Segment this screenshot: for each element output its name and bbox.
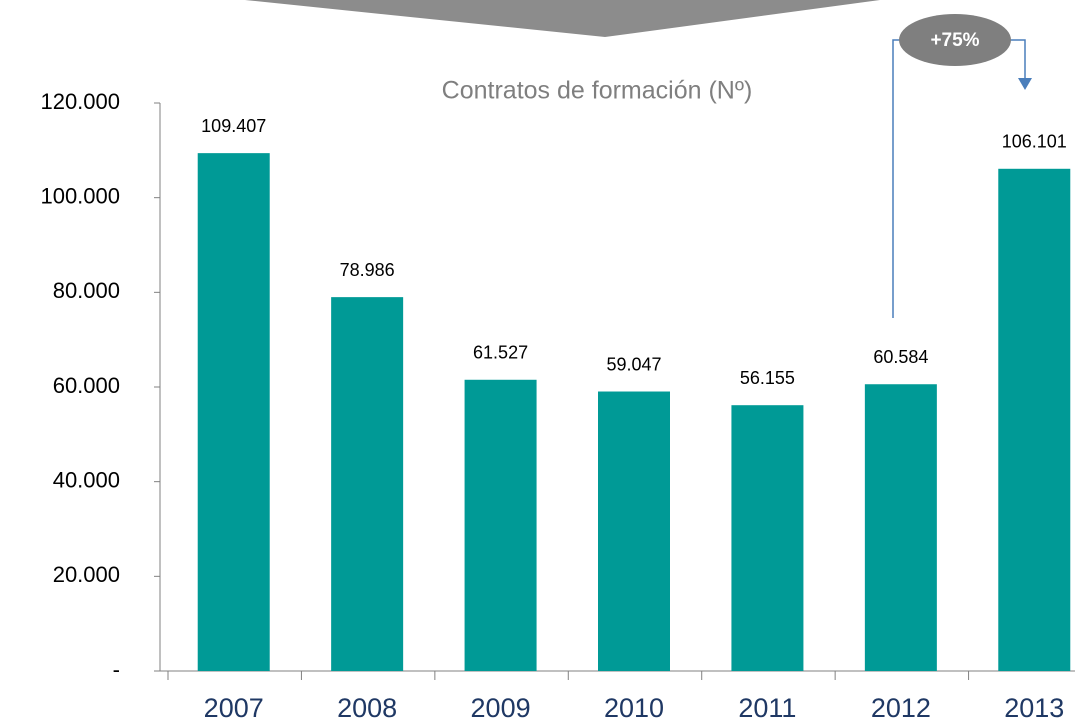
growth-badge (899, 14, 1011, 66)
x-tick-label: 2009 (471, 693, 531, 723)
x-tick-label: 2011 (738, 693, 796, 723)
arrow-head (1018, 78, 1032, 90)
data-label: 78.986 (340, 260, 395, 280)
x-tick-label: 2008 (337, 693, 397, 723)
bar (864, 384, 937, 671)
data-label: 106.101 (1002, 132, 1067, 152)
bar (998, 168, 1071, 671)
data-label: 109.407 (201, 116, 266, 136)
header-chevron (245, 0, 880, 37)
bar (197, 153, 270, 671)
chart-title: Contratos de formación (Nº) (442, 77, 753, 105)
y-tick-label: 80.000 (53, 278, 120, 303)
x-tick-label: 2012 (871, 693, 931, 723)
x-tick-label: 2010 (604, 693, 664, 723)
data-label: 56.155 (740, 368, 795, 388)
data-label: 60.584 (873, 347, 928, 367)
bar (464, 379, 537, 671)
y-tick-label: 20.000 (53, 562, 120, 587)
data-label: 59.047 (606, 354, 661, 374)
bar (731, 405, 804, 671)
y-tick-label: 60.000 (53, 373, 120, 398)
y-tick-label: 120.000 (40, 89, 120, 114)
y-tick-label: 40.000 (53, 467, 120, 492)
bar (331, 297, 404, 671)
x-tick-label: 2007 (204, 693, 264, 723)
y-tick-label: 100.000 (40, 183, 120, 208)
data-label: 61.527 (473, 343, 528, 363)
x-tick-label: 2013 (1004, 693, 1064, 723)
bar (598, 391, 670, 671)
y-tick-label: - (113, 657, 120, 682)
growth-label: +75% (930, 30, 979, 51)
